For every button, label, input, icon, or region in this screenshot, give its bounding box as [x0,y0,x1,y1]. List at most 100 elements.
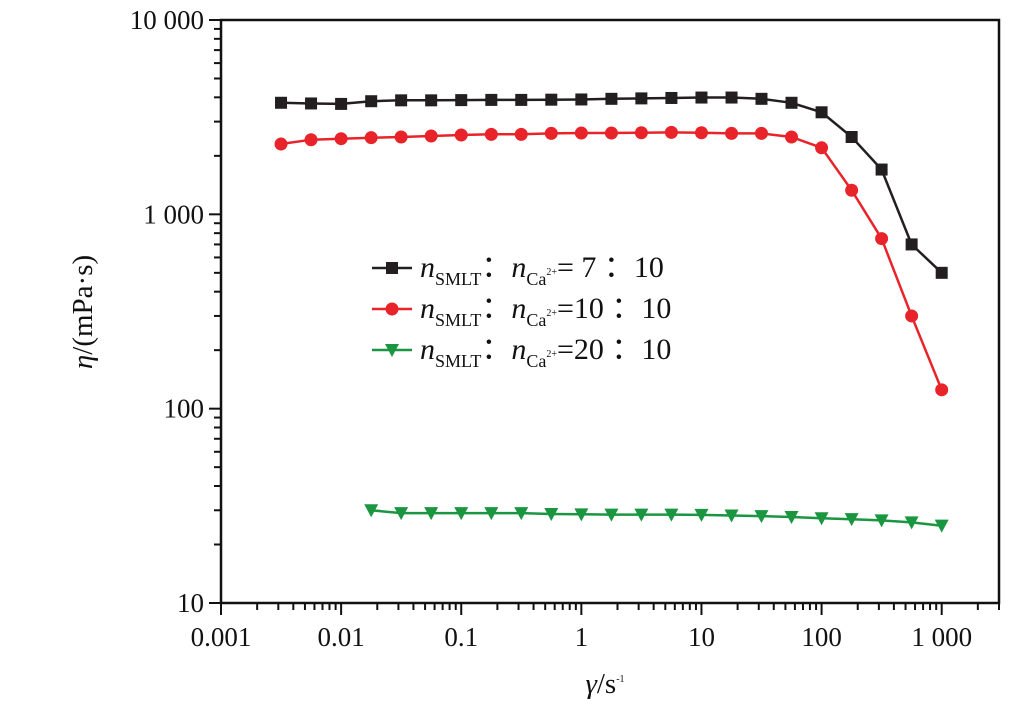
data-point [304,133,318,147]
data-point [604,126,618,140]
y-tick-label: 100 [164,394,205,424]
data-point [634,508,649,522]
x-tick-label: 0.1 [444,622,478,652]
data-point [905,309,919,323]
data-point [875,232,889,246]
data-point [334,132,348,146]
y-tick-label: 1 000 [143,199,204,229]
data-point [725,126,739,140]
data-point [904,516,919,530]
legend-entry-series-2: nSMLT：nCa2+=10 ：10 [372,292,671,330]
series-layer [274,91,949,533]
data-point [364,131,378,145]
tick-labels: 0.001 0.01 0.1 1 10 100 1 000 10 100 1 000 10 000 [130,5,972,652]
data-point [394,130,408,144]
x-tick-label: 0.001 [191,622,252,652]
data-point [935,383,949,397]
x-tick-label: 10 [688,622,715,652]
data-point [454,128,468,142]
data-point [305,97,318,110]
data-point [455,94,468,107]
series-2 [274,125,949,397]
data-point [484,507,499,521]
data-point [905,238,918,251]
data-point [364,504,379,518]
data-point [724,509,739,523]
data-point [515,93,528,106]
legend-marker-circle [385,302,399,316]
data-point [725,91,738,104]
legend-marker-triangle-down [385,344,399,357]
data-point [604,508,619,522]
data-point [575,93,588,106]
y-tick-label: 10 000 [130,5,204,35]
data-point [695,91,708,104]
legend-label-1: nSMLT：nCa2+= 7 ：10 [420,251,664,289]
legend-label-2: nSMLT：nCa2+=10 ：10 [420,292,671,330]
data-point [755,92,768,105]
data-point [274,137,288,151]
data-point [754,126,768,140]
data-point [275,96,288,109]
data-point [425,94,438,107]
x-axis-title: γ/s-1 [585,668,624,700]
legend: nSMLT：nCa2+= 7 ：10 nSMLT：nCa2+=10 ：10 nS… [372,251,671,371]
data-point [634,126,648,140]
plot-frame [219,18,1001,605]
data-point [844,513,859,527]
data-point [785,96,798,109]
data-point [514,507,529,521]
data-point [875,163,888,176]
data-point [665,91,678,104]
data-point [484,127,498,141]
data-point [785,130,799,144]
data-point [635,92,648,105]
legend-entry-series-1: nSMLT：nCa2+= 7 ：10 [372,251,664,289]
data-point [935,266,948,279]
data-point [664,125,678,139]
legend-marker-square [386,262,398,274]
data-point [365,95,378,108]
data-point [424,507,439,521]
data-point [424,129,438,143]
axis-titles: γ/s-1 η/(mPa·s) [67,255,625,700]
x-tick-label: 0.01 [317,622,364,652]
data-point [664,508,679,522]
data-point [454,507,469,521]
data-point [395,94,408,107]
series-line [371,509,942,527]
data-point [335,97,348,110]
data-point [845,131,858,144]
axis-ticks [209,19,1000,615]
data-point [874,514,889,528]
data-point [845,183,859,197]
data-point [814,512,829,526]
legend-entry-series-3: nSMLT：nCa2+=20 ：10 [372,333,671,371]
data-point [514,127,528,141]
data-point [394,507,409,521]
data-point [694,126,708,140]
data-point [545,93,558,106]
data-point [784,511,799,525]
data-point [485,93,498,106]
x-tick-label: 100 [801,622,842,652]
data-point [815,106,828,119]
data-point [605,92,618,105]
y-axis-title: η/(mPa·s) [67,255,99,369]
series-1 [275,91,948,279]
data-point [574,126,588,140]
x-tick-label: 1 [575,622,589,652]
legend-label-3: nSMLT：nCa2+=20 ：10 [420,333,671,371]
data-point [815,141,829,155]
data-point [544,126,558,140]
series-3 [364,504,949,533]
data-point [694,508,709,522]
data-point [754,510,769,524]
data-point [574,508,589,522]
data-point [934,519,949,533]
y-tick-label: 10 [177,588,204,618]
series-line [280,96,943,274]
x-tick-label: 1 000 [911,622,972,652]
data-point [544,508,559,522]
